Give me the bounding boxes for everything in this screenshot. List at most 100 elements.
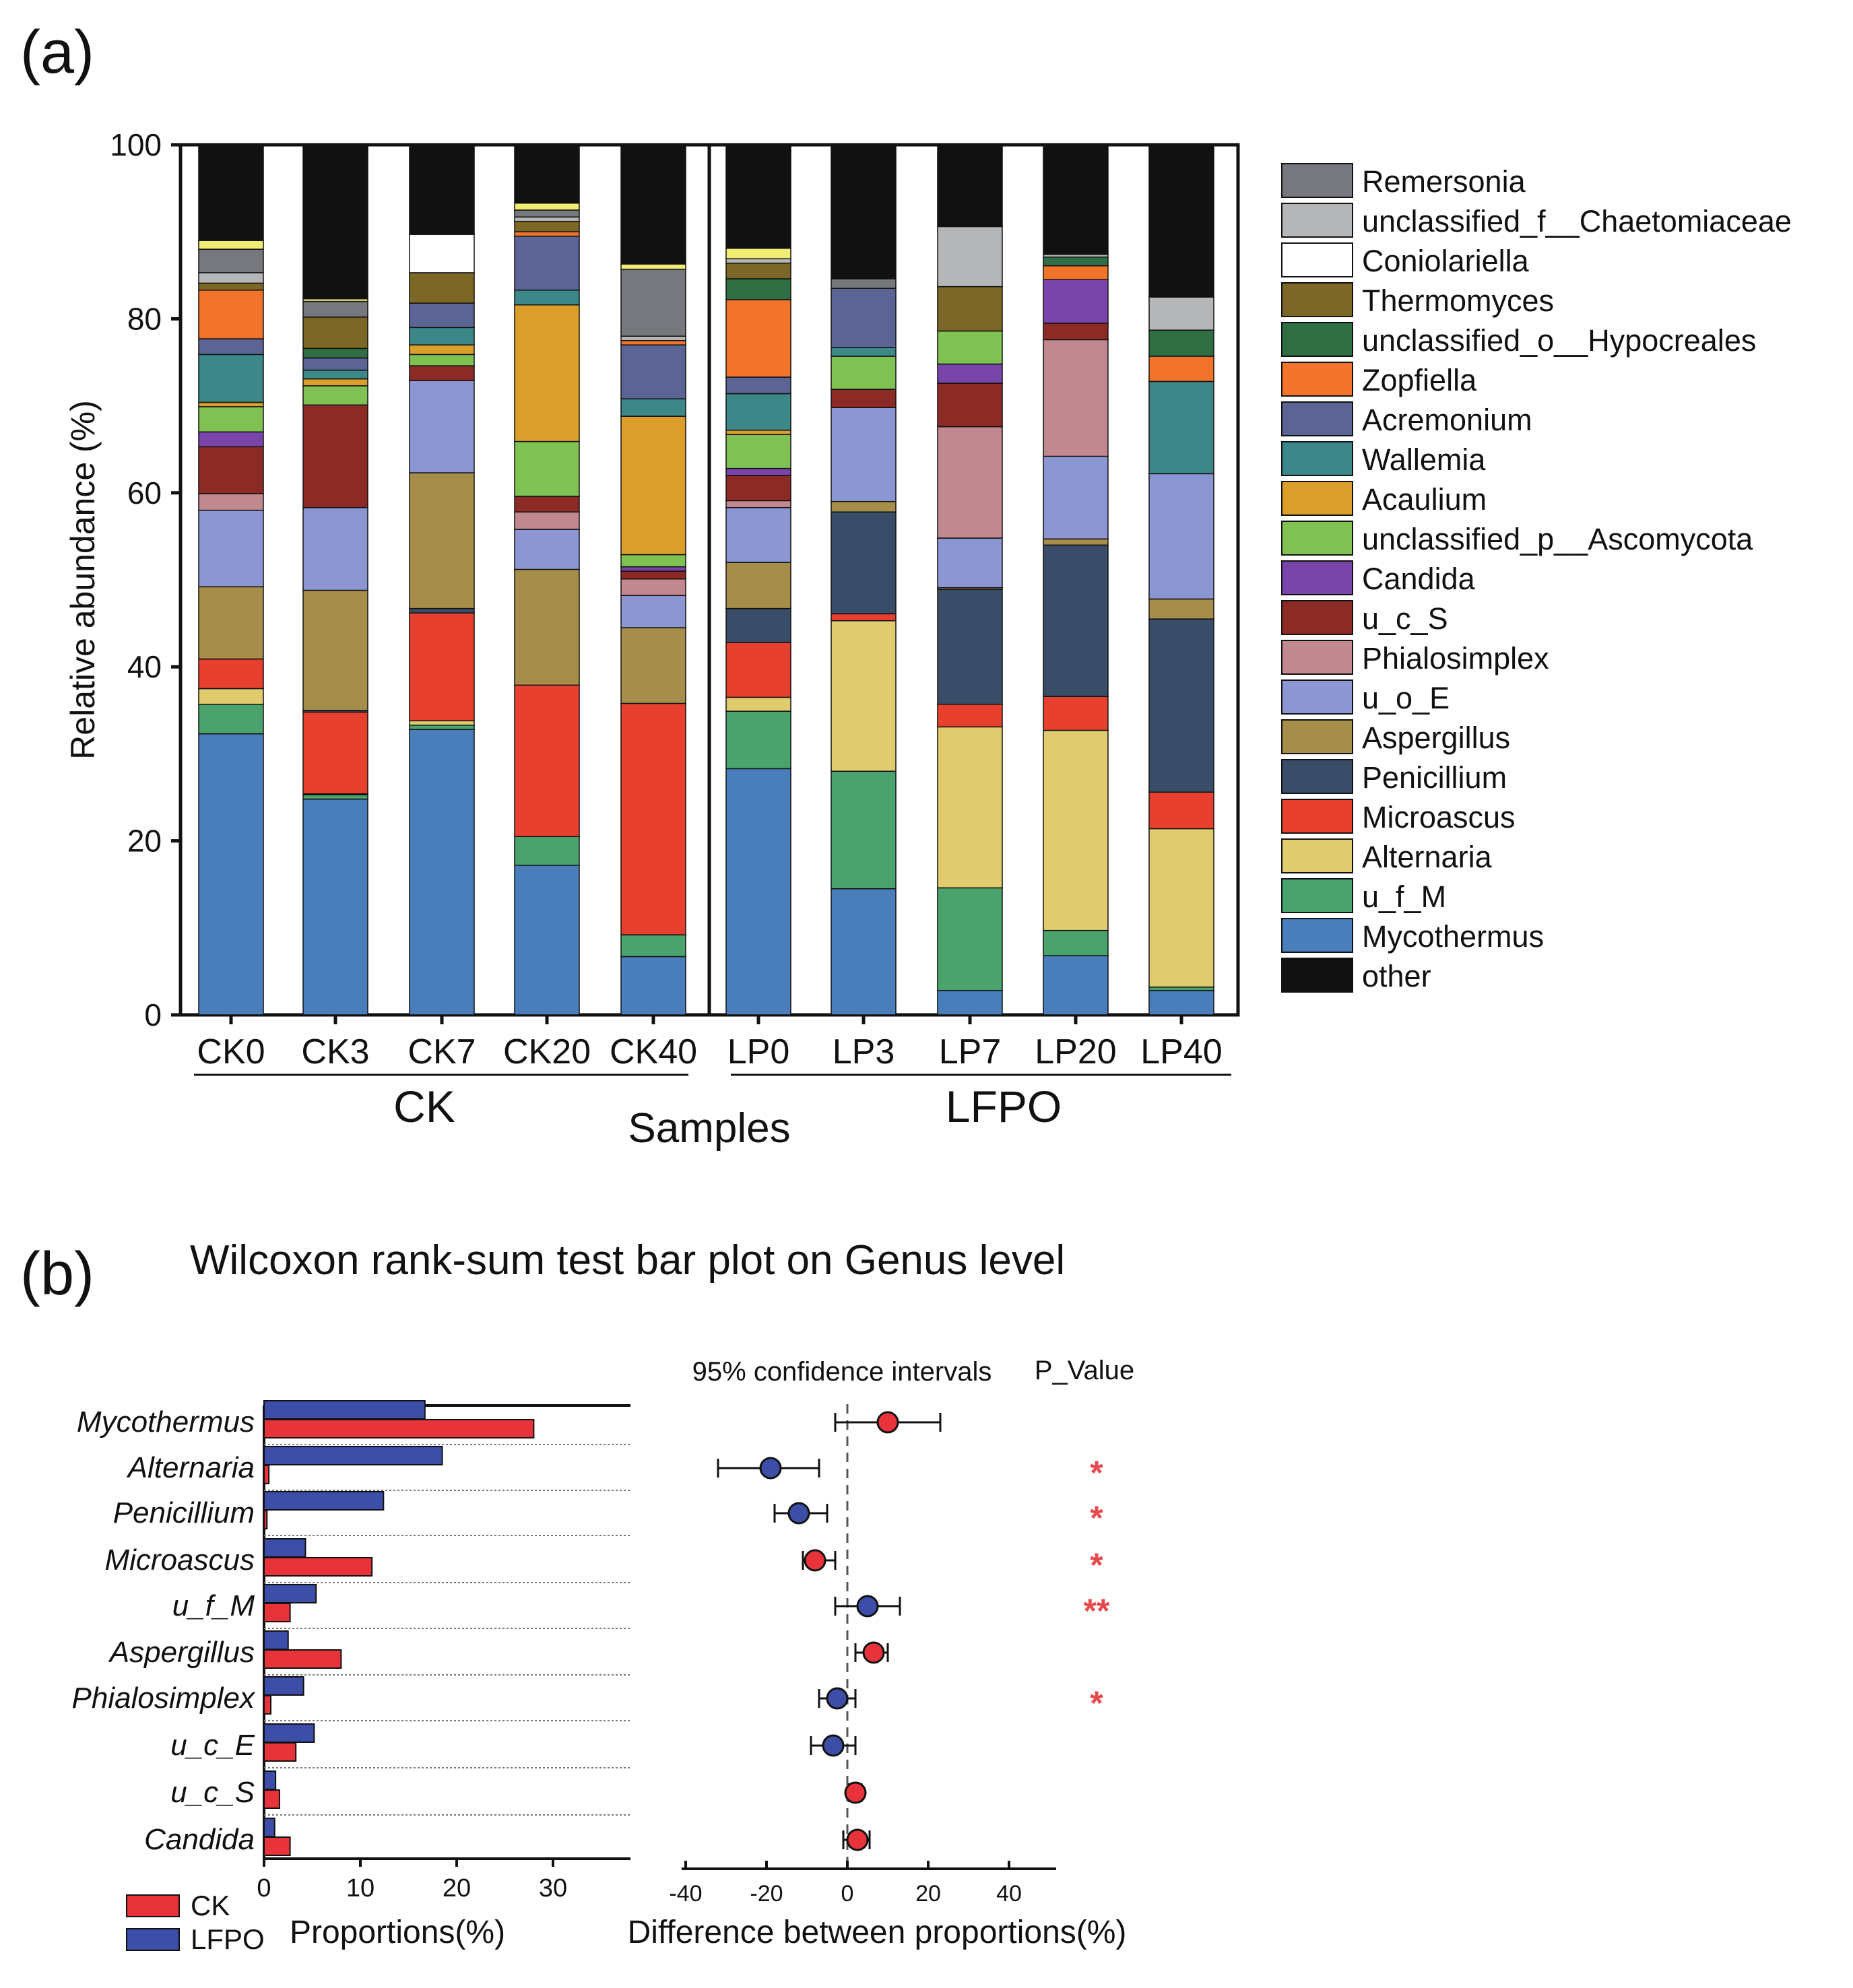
ci-point-lfpo: [787, 1502, 810, 1525]
bar-segment-wallemia: [725, 393, 791, 431]
bar-segment-acremonium: [725, 376, 791, 395]
legend-label-microascus: Microascus: [1362, 800, 1516, 834]
bar-segment-microascus: [620, 702, 686, 935]
bar-segment-wallemia: [302, 369, 368, 380]
bar-segment-minor: [620, 263, 686, 270]
bar-segment-alternaria: [1148, 828, 1214, 988]
bar-segment-candida: [620, 566, 686, 572]
bar-segment-other: [409, 144, 475, 235]
bar-segment-minor: [725, 247, 791, 260]
bar-segment-other: [198, 144, 264, 241]
bar-segment-u-f-m: [831, 770, 897, 890]
bar-segment-phialosimplex: [1043, 339, 1109, 457]
legend-label-aspergillus: Aspergillus: [1362, 721, 1510, 755]
bar-segment-unclassified-o-hypocreales: [725, 278, 791, 300]
genus-label: Penicillium: [113, 1496, 255, 1529]
genus-label: Mycothermus: [77, 1405, 255, 1438]
bar-segment-microascus: [831, 613, 897, 622]
ci-point-ck: [862, 1641, 885, 1664]
bar-segment-penicillium: [1148, 618, 1214, 793]
p-value-mark: *: [1090, 1546, 1103, 1584]
legend-swatch-alternaria: [1281, 838, 1353, 873]
bar-segment-acremonium: [514, 235, 580, 291]
bar-segment-aspergillus: [1043, 538, 1109, 546]
bar-segment-unclassified-o-hypocreales: [1148, 329, 1214, 357]
bar-segment-candida: [937, 363, 1003, 384]
x-tick-label: LP0: [727, 1032, 790, 1071]
bar-segment-unclassified-f-chaetomiaceae: [620, 335, 686, 341]
proportion-bar-lfpo: [263, 1446, 443, 1465]
group-label: CK: [393, 1082, 455, 1131]
ci-x-tick-label: 0: [841, 1881, 854, 1907]
bar-segment-acaulium: [302, 378, 368, 387]
legend-swatch-penicillium: [1281, 759, 1353, 794]
bar-segment-microascus: [1043, 696, 1109, 731]
ci-point-ck: [804, 1549, 826, 1572]
x-tick-label: LP3: [833, 1032, 895, 1071]
y-tick-label: 20: [127, 824, 162, 859]
panel-b-title: Wilcoxon rank-sum test bar plot on Genus…: [190, 1237, 1065, 1284]
bar-segment-u-o-e: [409, 380, 475, 473]
bar-segment-microascus: [1148, 791, 1214, 830]
bar-segment-acremonium: [409, 302, 475, 329]
bar-segment-wallemia: [409, 327, 475, 345]
x-tick-label: LP20: [1035, 1032, 1116, 1071]
bar-segment-zopfiella: [725, 299, 791, 378]
bar-segment-mycothermus: [1148, 990, 1214, 1016]
bar-segment-aspergillus: [302, 589, 368, 711]
x-axis-label: Samples: [628, 1105, 790, 1152]
bar-segment-penicillium: [725, 607, 791, 643]
bar-segment-microascus: [725, 642, 791, 698]
bar-segment-unclassified-f-chaetomiaceae: [725, 258, 791, 264]
proportions-x-tick-label: 20: [443, 1874, 471, 1902]
legend-label-lfpo: LFPO: [191, 1923, 265, 1955]
bar-segment-alternaria: [409, 720, 475, 726]
legend-label-candida: Candida: [1362, 562, 1476, 596]
legend-swatch-mycothermus: [1281, 918, 1353, 953]
stacked-bar-chart: 0 20 40 60 80 100 Relative abundance (%) CK0 CK3…: [64, 127, 1240, 1152]
proportions-x-tick-label: 30: [539, 1874, 567, 1902]
bar-segment-unclassified-f-chaetomiaceae: [198, 272, 264, 284]
bar-segment-penicillium: [831, 511, 897, 615]
legend-label-u-c-s: u_c_S: [1362, 601, 1448, 636]
bar-segment-candida: [198, 431, 264, 448]
bar-segment-u-o-e: [725, 507, 791, 563]
legend-label-acremonium: Acremonium: [1362, 403, 1532, 437]
ci-x-label: Difference between proportions(%): [628, 1915, 1127, 1950]
bar-segment-unclassified-p-ascomycota: [620, 554, 686, 568]
genus-label: Microascus: [105, 1544, 255, 1577]
bar-segment-zopfiella: [1148, 356, 1214, 383]
bar-segment-mycothermus: [725, 768, 791, 1016]
proportion-bar-lfpo: [263, 1630, 289, 1650]
x-tick-label: LP40: [1140, 1032, 1222, 1071]
legend-swatch-wallemia: [1281, 441, 1353, 476]
legend-swatch-unclassified-o-hypocreales: [1281, 322, 1353, 357]
bar-segment-minor: [198, 240, 264, 250]
bar-segment-microascus: [514, 684, 580, 837]
y-tick-label: 80: [127, 301, 162, 336]
bar-segment-minor: [514, 202, 580, 211]
bar-segment-u-o-e: [1148, 473, 1214, 600]
legend-label-penicillium: Penicillium: [1362, 760, 1507, 795]
bar-segment-u-c-s: [1043, 323, 1109, 341]
proportion-bar-ck: [263, 1465, 270, 1484]
bar-segment-unclassified-f-chaetomiaceae: [514, 216, 580, 222]
bar-segment-unclassified-p-ascomycota: [198, 406, 264, 433]
legend-swatch-u-c-s: [1281, 600, 1353, 635]
bar-segment-alternaria: [1043, 729, 1109, 931]
x-tick-label: CK0: [197, 1032, 265, 1071]
p-value-mark: *: [1090, 1684, 1103, 1722]
bar-segment-remersonia: [831, 278, 897, 289]
group-label: LFPO: [946, 1082, 1062, 1131]
bar-segment-remersonia: [514, 209, 580, 218]
bar-segment-wallemia: [620, 398, 686, 417]
genus-label: u_c_E: [170, 1729, 255, 1762]
bar-segment-other: [831, 144, 897, 279]
y-tick-label: 0: [144, 997, 162, 1032]
legend-label-zopfiella: Zopfiella: [1362, 363, 1477, 397]
bar-segment-thermomyces: [514, 220, 580, 232]
ci-point-lfpo: [826, 1687, 849, 1710]
bar-segment-candida: [1043, 279, 1109, 324]
bar-segment-alternaria: [198, 688, 264, 705]
